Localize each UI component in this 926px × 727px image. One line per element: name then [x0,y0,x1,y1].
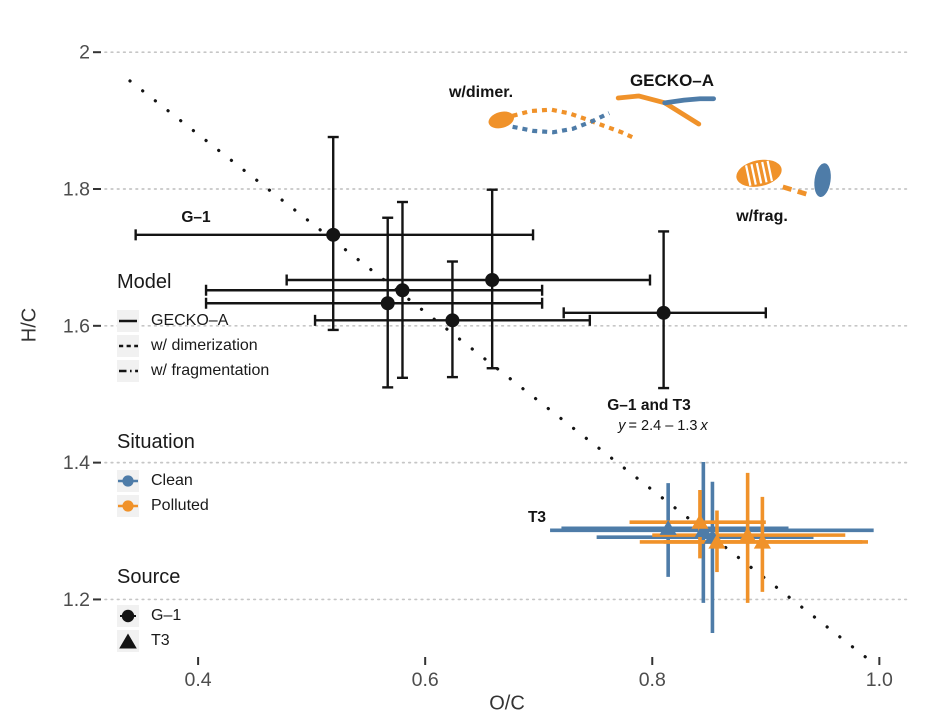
triangle-marker-icon [119,633,137,649]
legend-label: w/ dimerization [151,337,258,354]
model-trajectory [615,93,702,127]
annotation-w-dimer: w/dimer. [448,84,514,101]
equation-body: = 2.4 – 1.3 [628,418,698,434]
x-tick-label: 0.4 [185,669,212,691]
legend-label: w/ fragmentation [151,362,270,379]
equation-x: x [700,418,708,434]
legend-item-clean: Clean [117,469,209,493]
y-axis-title: H/C [18,307,41,343]
data-point-triangle [659,520,677,535]
solid-line-key [117,310,139,332]
y-tick-label: 1.6 [63,315,90,337]
legend-item-polluted: Polluted [117,494,209,518]
legend-item-fragmentation: w/ fragmentation [117,359,269,383]
model-trajectory [512,107,638,141]
data-point-triangle [739,526,757,542]
dashed-line-icon [119,344,138,348]
legend-item-g1: G–1 [117,604,181,628]
annotation-t3: T3 [527,509,547,526]
data-point-circle [445,313,460,328]
annotation-gecko-a: GECKO–A [629,71,715,90]
situation-legend: Situation Clean Polluted [117,431,209,519]
legend-label: Clean [151,472,193,489]
clean-point-key [117,470,139,492]
triangle-marker-key [117,630,139,652]
model-legend: Model GECKO–A w/ dimerization [117,271,269,384]
legend-label: GECKO–A [151,312,229,329]
data-point-triangle [691,513,709,529]
data-point-circle [326,227,341,242]
model-trajectory [662,96,716,106]
trajectory-endpoint-blob [814,163,831,197]
dashed-line-key [117,335,139,357]
x-axis-title: O/C [489,692,525,715]
trajectory-endpoint-blob [488,111,514,129]
legend-item-gecko-a: GECKO–A [117,309,269,333]
equation-y: y [618,418,626,434]
situation-legend-title: Situation [117,431,195,453]
y-tick-label: 1.8 [63,179,90,201]
circle-marker-key [117,605,139,627]
model-trajectory [512,111,611,135]
legend-label: G–1 [151,607,182,624]
source-legend-title: Source [117,566,181,588]
longdash-line-icon [119,369,138,373]
data-point-circle [656,305,671,320]
blue-pointrange-icon [118,475,138,487]
data-point-circle [395,283,410,298]
data-point-circle [485,272,500,287]
legend-item-dimerization: w/ dimerization [117,334,269,358]
legend-label: T3 [151,632,170,649]
model-legend-title: Model [117,271,172,293]
annotation-g1: G–1 [181,209,211,226]
legend-label: Polluted [151,497,209,514]
solid-line-icon [119,319,137,323]
annotation-regression-equation: y = 2.4 – 1.3 x [618,418,707,434]
legend-item-t3: T3 [117,629,181,653]
orange-pointrange-icon [118,500,138,512]
y-tick-label: 1.4 [63,452,90,474]
data-point-triangle [694,522,712,537]
regression-line [128,79,868,659]
polluted-point-key [117,495,139,517]
y-tick-label: 1.2 [63,589,90,611]
x-tick-label: 1.0 [866,669,893,691]
annotation-w-frag: w/frag. [736,208,788,225]
x-tick-label: 0.6 [412,669,439,691]
model-trajectory [782,184,814,199]
data-point-circle [380,296,395,311]
x-tick-label: 0.8 [639,669,666,691]
annotation-g1-and-t3: G–1 and T3 [607,397,691,414]
trajectory-endpoint-blob [736,159,782,187]
source-legend: Source G–1 T3 [117,566,181,654]
data-point-triangle [753,533,771,549]
y-tick-label: 2 [79,42,90,64]
longdash-line-key [117,360,139,382]
data-point-triangle [708,533,726,549]
circle-marker-icon [120,609,136,623]
